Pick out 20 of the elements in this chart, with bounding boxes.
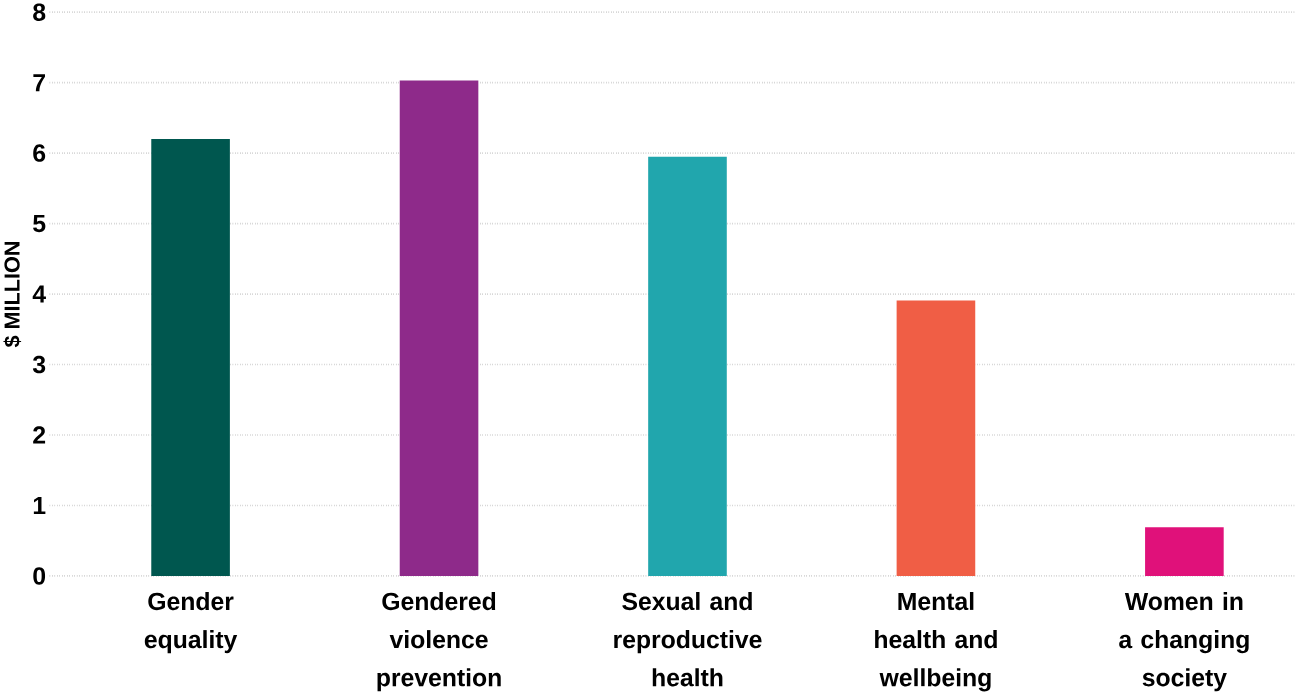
y-tick-label: 8 [33,3,46,22]
x-tick-label: Gender equality [144,592,238,654]
y-tick-label: 4 [32,285,46,303]
y-tick-label: 3 [32,355,46,374]
y-axis-title: $ MILLION [3,242,22,348]
x-tick-label: Women in a changing society [1119,592,1249,692]
bar [1145,527,1224,576]
y-tick-label: 2 [33,426,46,444]
y-tick-label: 6 [33,144,46,162]
y-tick-label: 1 [33,497,46,515]
bar [151,139,230,576]
x-tick-label: Mental health and wellbeing [875,592,997,692]
x-tick-label: Sexual and reproductive health [614,592,762,687]
bar [399,80,479,576]
bar [648,156,727,576]
y-tick-label: 5 [33,215,46,233]
y-tick-label: 0 [33,567,46,585]
y-tick-label: 7 [33,74,45,92]
bar [896,300,976,576]
x-tick-label: Gendered violence prevention [377,592,501,692]
